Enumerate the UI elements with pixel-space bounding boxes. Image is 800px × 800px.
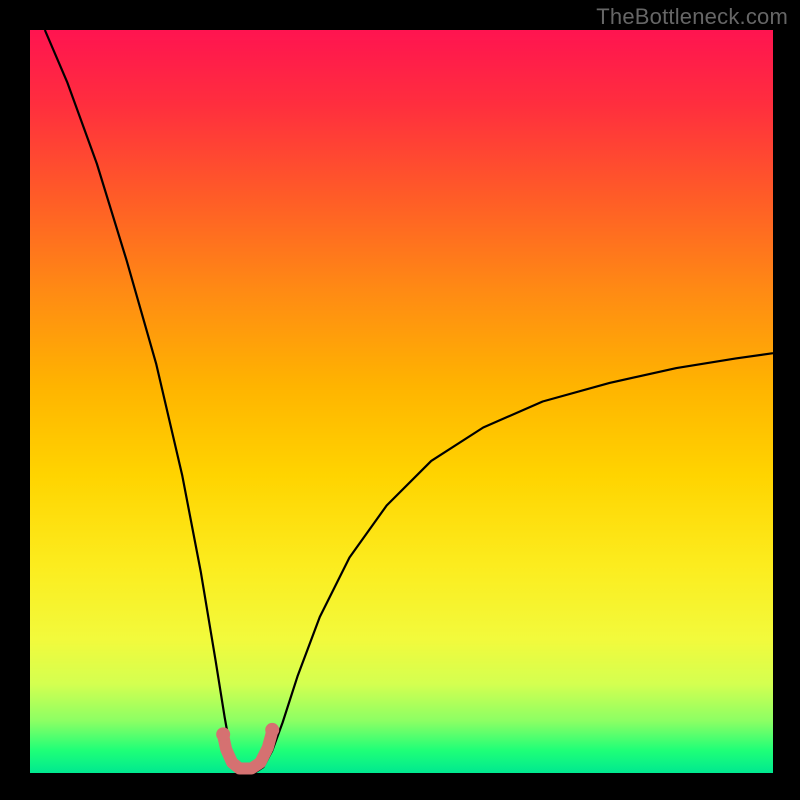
trough-marker-dot [216, 727, 230, 741]
plot-background [30, 30, 773, 773]
trough-marker-dot [265, 723, 279, 737]
outer-frame: TheBottleneck.com [0, 0, 800, 800]
bottleneck-chart-svg [0, 0, 800, 800]
watermark-text: TheBottleneck.com [596, 4, 788, 30]
